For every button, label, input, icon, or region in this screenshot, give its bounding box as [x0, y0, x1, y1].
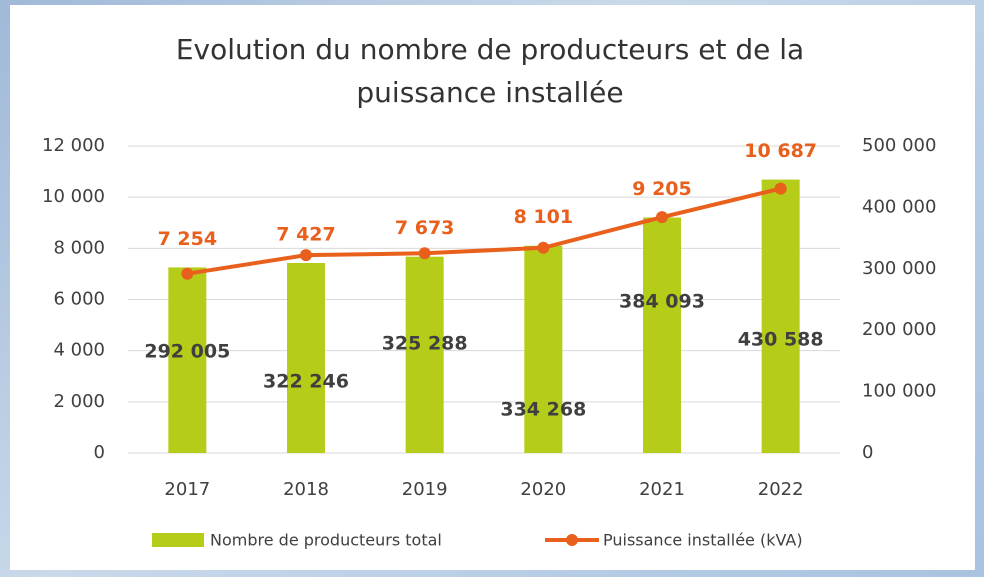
bar: [762, 180, 800, 453]
bar: [406, 257, 444, 453]
y2-tick-label: 200 000: [862, 319, 936, 340]
value-label: 7 427: [276, 223, 336, 245]
line-marker: [419, 247, 431, 259]
x-tick-label: 2017: [164, 479, 210, 500]
value-label: 430 588: [738, 329, 824, 351]
y2-tick-label: 300 000: [862, 258, 936, 279]
line-marker: [300, 249, 312, 261]
line-marker: [537, 242, 549, 254]
y-tick-label: 6 000: [53, 289, 105, 310]
value-label: 325 288: [382, 333, 468, 355]
value-label: 7 673: [395, 217, 455, 239]
value-label: 334 268: [500, 399, 586, 421]
y-tick-label: 2 000: [53, 391, 105, 412]
x-tick-label: 2019: [402, 479, 448, 500]
value-label: 292 005: [144, 341, 230, 363]
value-label: 384 093: [619, 291, 705, 313]
x-tick-label: 2020: [520, 479, 566, 500]
y-tick-label: 8 000: [53, 237, 105, 258]
bar: [524, 246, 562, 453]
value-label: 10 687: [744, 140, 817, 162]
y2-tick-label: 100 000: [862, 381, 936, 402]
x-tick-label: 2018: [283, 479, 329, 500]
page: Evolution du nombre de producteurs et de…: [0, 0, 984, 577]
line-marker: [181, 268, 193, 280]
x-tick-label: 2022: [758, 479, 804, 500]
y2-tick-label: 400 000: [862, 196, 936, 217]
value-label: 8 101: [514, 206, 574, 228]
bar: [287, 263, 325, 453]
legend-swatch: [566, 534, 578, 546]
legend-swatch: [152, 533, 204, 547]
y-tick-label: 4 000: [53, 340, 105, 361]
value-label: 9 205: [632, 178, 692, 200]
x-tick-label: 2021: [639, 479, 685, 500]
line-marker: [775, 183, 787, 195]
legend-label: Puissance installée (kVA): [603, 531, 803, 550]
value-label: 7 254: [158, 228, 218, 250]
value-label: 322 246: [263, 371, 349, 393]
y-tick-label: 12 000: [42, 135, 105, 156]
line-marker: [656, 211, 668, 223]
chart: 0 2 000 4 000 6 000 8 000 10 000 12 000 0 100 00…: [0, 0, 984, 577]
y-tick-label: 0: [94, 442, 105, 463]
y2-tick-label: 500 000: [862, 135, 936, 156]
y-tick-label: 10 000: [42, 186, 105, 207]
y2-tick-label: 0: [862, 442, 873, 463]
legend-label: Nombre de producteurs total: [210, 531, 442, 550]
bar: [643, 218, 681, 453]
